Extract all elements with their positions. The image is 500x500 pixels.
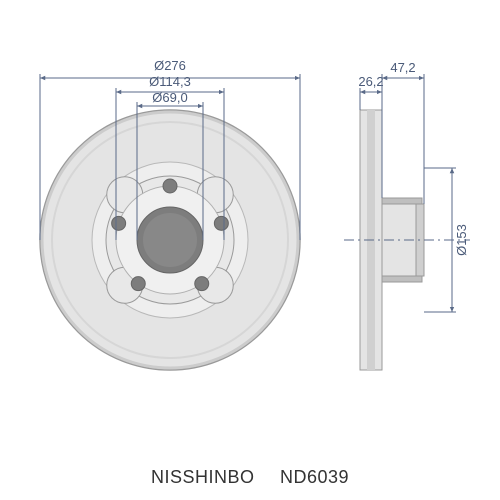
diagram-container: Ø276Ø114,3Ø69,0 26,2 47,2 <box>0 0 500 500</box>
dim-hat-depth <box>382 74 424 204</box>
side-view: 26,2 47,2 Ø153 <box>344 60 470 370</box>
technical-drawing: Ø276Ø114,3Ø69,0 26,2 47,2 <box>0 0 500 500</box>
front-dimensions: Ø276Ø114,3Ø69,0 <box>40 58 300 106</box>
front-view: Ø276Ø114,3Ø69,0 <box>40 58 300 370</box>
part-number: ND6039 <box>280 467 349 488</box>
bolt-hole <box>131 277 145 291</box>
hub-assembly <box>106 176 234 304</box>
brand-name: NISSHINBO <box>151 467 255 488</box>
bolt-hole <box>214 216 228 230</box>
dim-thickness <box>360 88 382 110</box>
dim-thickness-label: 26,2 <box>358 74 383 89</box>
dim-hub-diameter-label: Ø153 <box>454 224 469 256</box>
dim-label: Ø69,0 <box>152 90 187 105</box>
brand-row: NISSHINBO ND6039 <box>0 467 500 488</box>
bolt-hole <box>195 277 209 291</box>
bolt-hole <box>112 216 126 230</box>
dim-hat-depth-label: 47,2 <box>390 60 415 75</box>
dim-label: Ø276 <box>154 58 186 73</box>
dim-label: Ø114,3 <box>149 74 191 89</box>
bolt-hole <box>163 179 177 193</box>
